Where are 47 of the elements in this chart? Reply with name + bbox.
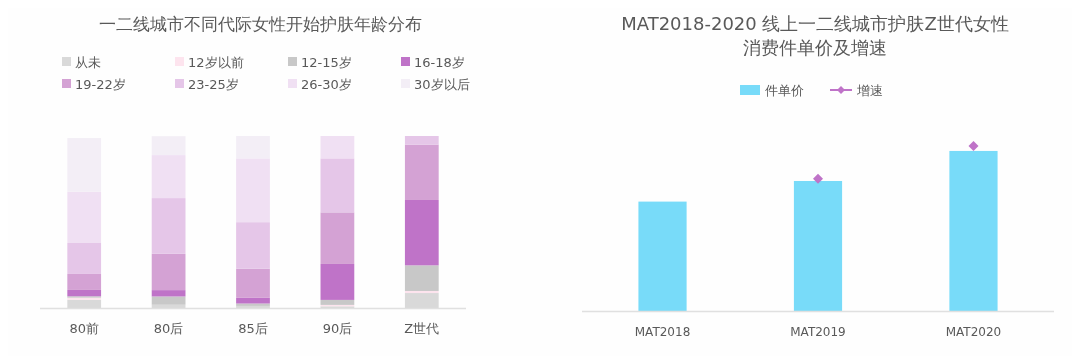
x-tick-label: MAT2019 [790,325,846,339]
bar [404,144,439,200]
bar [320,263,355,300]
legend-label: 从未 [75,54,101,70]
bar [236,136,270,159]
legend-label: 19-22岁 [75,76,126,92]
x-tick-label: 80后 [153,321,184,336]
x-tick-label: 80前 [69,321,99,336]
chart-title: 一二线城市不同代际女性开始护肤年龄分布 [98,14,422,34]
legend-label: 26-30岁 [301,76,352,92]
legend-label: 12岁以前 [188,54,244,70]
bar [151,296,186,305]
bar [320,299,355,305]
bar [236,297,270,304]
bar [236,268,270,298]
legend-label: 增速 [856,82,883,98]
bar [236,158,270,223]
x-tick-label: MAT2018 [634,325,691,339]
bar [236,222,270,269]
bar [151,290,186,297]
bar [404,136,439,145]
bar [404,265,439,291]
bar [151,155,186,199]
bar [67,289,102,297]
legend-label: 23-25岁 [188,76,239,92]
legend-label: 30岁以后 [414,76,470,92]
bar [67,242,102,274]
x-tick-label: 85后 [238,321,268,336]
bar [67,273,102,290]
bar [151,253,186,291]
chart-subtitle: 消费件单价及增速 [743,37,887,58]
x-tick-label: Z世代 [404,321,440,336]
bar [151,136,186,156]
x-tick-label: MAT2020 [945,325,1002,339]
bar [320,158,355,213]
bar [404,290,439,294]
legend-label: 件单价 [765,82,804,98]
x-tick-label: 90后 [322,321,353,336]
bar [151,198,186,254]
legend-label: 12-15岁 [301,54,352,70]
legend-label: 16-18岁 [414,54,465,70]
bar [404,199,439,266]
chart-title: MAT2018-2020 线上一二线城市护肤Z世代女性 [621,13,1009,34]
bar [320,136,355,159]
bar [320,212,355,264]
bar [67,138,102,192]
bar [67,191,102,243]
